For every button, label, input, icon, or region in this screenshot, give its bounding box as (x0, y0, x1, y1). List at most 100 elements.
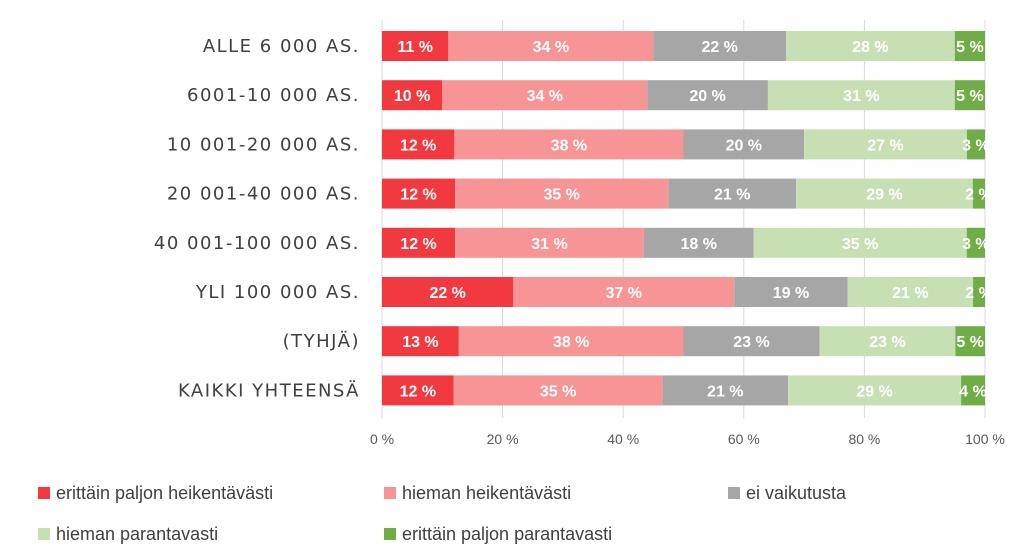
data-label: 29 % (866, 187, 902, 204)
bars: 11 % 34 % 22 % 28 % 5 % 10 % 34 % 20 % 31 % 5 % 12… (382, 31, 993, 406)
bar-segment (382, 31, 449, 61)
bar-segment (683, 326, 820, 357)
x-tick-label: 100 % (965, 431, 1005, 447)
bar-segment (786, 31, 955, 61)
bar-segment (954, 80, 985, 111)
bar-segment (455, 178, 669, 209)
bar-segment (454, 129, 684, 160)
bar-segment (668, 178, 797, 209)
legend-label: hieman parantavasti (56, 524, 218, 544)
bar-segment (643, 227, 754, 258)
category-label: 10 001-20 000 AS. (167, 134, 360, 155)
x-tick-label: 40 % (607, 431, 639, 447)
category-label: 20 001-40 000 AS. (167, 184, 360, 205)
data-label: 12 % (400, 383, 436, 400)
legend-swatch (38, 487, 50, 499)
data-label: 3 % (962, 236, 990, 253)
data-label: 2 % (965, 285, 993, 302)
data-label: 35 % (842, 236, 878, 253)
bar-segment (448, 31, 654, 61)
data-label: 22 % (701, 39, 737, 56)
legend-swatch (384, 528, 396, 540)
data-label: 23 % (869, 334, 905, 351)
bar-segment (647, 80, 768, 111)
gridlines (381, 20, 986, 418)
data-label: 27 % (867, 137, 903, 154)
category-label: 6001-10 000 AS. (187, 85, 360, 106)
data-label: 35 % (540, 383, 576, 400)
data-label: 31 % (531, 236, 567, 253)
bar-segment (513, 277, 735, 307)
data-label: 5 % (956, 39, 984, 56)
category-labels: ALLE 6 000 AS. 6001-10 000 AS. 10 001-20 0… (154, 36, 360, 401)
bar-segment (458, 326, 684, 357)
bar-segment (734, 277, 848, 307)
x-axis-ticks: 0 % 20 % 40 % 60 % 80 % 100 % (370, 431, 1005, 447)
bar-segment (455, 227, 644, 258)
bar-segment (382, 375, 454, 406)
data-label: 21 % (892, 285, 928, 302)
bar-segment (683, 129, 805, 160)
legend: erittäin paljon heikentävästi hieman heik… (38, 483, 847, 544)
bar-segment (787, 375, 962, 406)
data-label: 4 % (959, 383, 987, 400)
legend-label: ei vaikutusta (746, 483, 847, 503)
x-tick-label: 0 % (370, 431, 394, 447)
data-label: 37 % (606, 285, 642, 302)
legend-label: erittäin paljon heikentävästi (56, 483, 273, 503)
data-label: 20 % (689, 88, 725, 105)
bar-segment (966, 129, 985, 160)
data-label: 12 % (400, 137, 436, 154)
bar-segment (961, 375, 985, 406)
bar-segment (767, 80, 955, 111)
bar-segment (973, 277, 985, 307)
bar-segment (847, 277, 974, 307)
bar-segment (442, 80, 648, 111)
data-label: 12 % (400, 187, 436, 204)
data-label: 35 % (543, 187, 579, 204)
category-label: YLI 100 000 AS. (195, 282, 360, 303)
data-label: 38 % (551, 137, 587, 154)
data-label: 18 % (680, 236, 716, 253)
data-label: 19 % (773, 285, 809, 302)
legend-label: erittäin paljon parantavasti (402, 524, 612, 544)
bar-segment (382, 326, 459, 357)
x-tick-label: 60 % (728, 431, 760, 447)
data-label: 2 % (965, 187, 993, 204)
legend-label: hieman heikentävästi (402, 483, 571, 503)
category-label: KAIKKI YHTEENSÄ (178, 380, 360, 401)
data-label: 22 % (429, 285, 465, 302)
bar-segment (382, 80, 443, 111)
legend-swatch (38, 528, 50, 540)
bar-segment (972, 178, 985, 209)
data-label: 29 % (856, 383, 892, 400)
legend-swatch (728, 487, 740, 499)
data-label: 3 % (962, 137, 990, 154)
data-label: 20 % (726, 137, 762, 154)
data-label: 38 % (553, 334, 589, 351)
data-label: 31 % (843, 88, 879, 105)
category-label: ALLE 6 000 AS. (203, 36, 360, 57)
data-label: 10 % (394, 88, 430, 105)
bar-segment (382, 129, 455, 160)
bar-segment (753, 227, 967, 258)
category-label: 40 001-100 000 AS. (154, 233, 360, 254)
data-label: 12 % (400, 236, 436, 253)
data-label: 21 % (714, 187, 750, 204)
bar-segment (382, 277, 514, 307)
bar-segment (382, 227, 456, 258)
x-tick-label: 20 % (487, 431, 519, 447)
data-label: 28 % (852, 39, 888, 56)
bar-segment (453, 375, 663, 406)
data-label: 23 % (733, 334, 769, 351)
bar-segment (804, 129, 967, 160)
legend-swatch (384, 487, 396, 499)
bar-segment (796, 178, 973, 209)
bar-segment (966, 227, 985, 258)
data-label: 34 % (533, 39, 569, 56)
bar-segment (653, 31, 787, 61)
x-tick-label: 80 % (848, 431, 880, 447)
data-label: 5 % (956, 334, 984, 351)
bar-segment (382, 178, 456, 209)
